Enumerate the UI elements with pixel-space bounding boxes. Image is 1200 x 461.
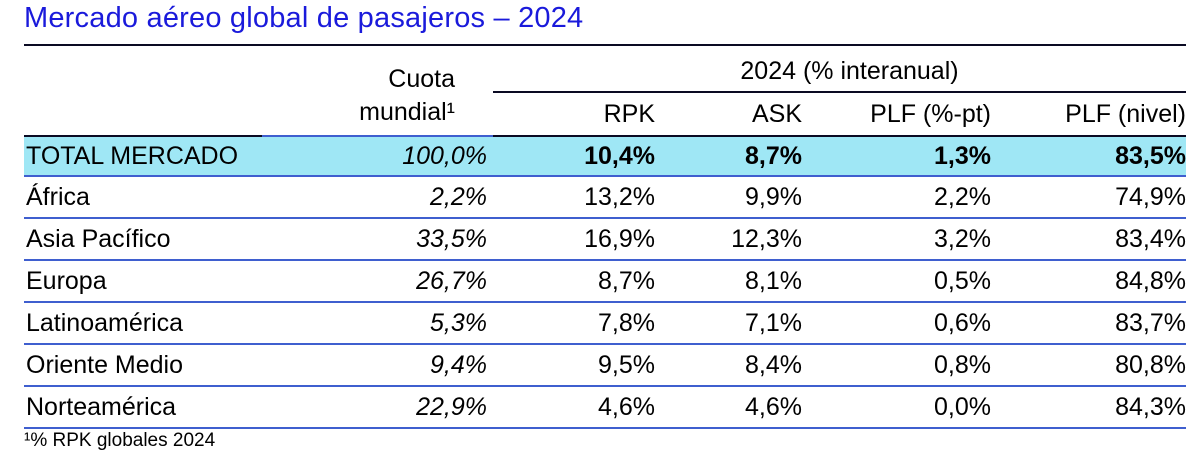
region-name: Asia Pacífico [24,218,262,261]
ask-value: 12,3% [659,218,806,261]
plf-level-value: 74,9% [995,176,1187,219]
plf-level-value: 80,8% [995,344,1187,387]
rpk-value: 4,6% [493,386,659,429]
region-name: Norteamérica [24,386,262,429]
header-empty-cell [24,92,262,137]
column-header-rpk: RPK [493,92,659,137]
plf-level-value: 83,4% [995,218,1187,261]
year-group-header: 2024 (% interanual) [493,51,1187,93]
world-share-value: 33,5% [262,218,493,261]
ask-value: 9,9% [659,176,806,219]
world-share-header-line2: mundial¹ [359,98,455,126]
world-share-value: 2,2% [262,176,493,219]
world-share-value: 22,9% [262,386,493,429]
table-row: Asia Pacífico 33,5% 16,9% 12,3% 3,2% 83,… [24,218,1187,261]
column-header-plf-level: PLF (nivel) [995,92,1187,137]
rpk-value: 7,8% [493,302,659,345]
plf-level-value: 84,3% [995,386,1187,429]
column-header-plf-pt: PLF (%-pt) [806,92,995,137]
region-name: Latinoamérica [24,302,262,345]
region-name: Europa [24,260,262,303]
region-name: Oriente Medio [24,344,262,387]
world-share-value: 26,7% [262,260,493,303]
header-row-columns: RPK ASK PLF (%-pt) PLF (nivel) [24,92,1187,137]
plf-level-value: 83,5% [995,135,1187,177]
column-header-ask: ASK [659,92,806,137]
ask-value: 8,7% [659,135,806,177]
rpk-value: 13,2% [493,176,659,219]
plf-pt-value: 1,3% [806,135,995,177]
world-share-header-line1: Cuota [388,65,455,93]
table-row-total: TOTAL MERCADO 100,0% 10,4% 8,7% 1,3% 83,… [24,135,1187,177]
table-row: Oriente Medio 9,4% 9,5% 8,4% 0,8% 80,8% [24,344,1187,387]
plf-level-value: 84,8% [995,260,1187,303]
world-share-value: 100,0% [262,135,493,177]
world-share-value: 5,3% [262,302,493,345]
header-empty-cell [24,51,262,92]
table-row: Norteamérica 22,9% 4,6% 4,6% 0,0% 84,3% [24,386,1187,429]
plf-level-value: 83,7% [995,302,1187,345]
ask-value: 8,4% [659,344,806,387]
rpk-value: 16,9% [493,218,659,261]
region-name: TOTAL MERCADO [24,135,262,177]
footnote: ¹% RPK globales 2024 [24,430,216,451]
rpk-value: 9,5% [493,344,659,387]
world-share-header: Cuota mundial¹ [262,51,493,136]
plf-pt-value: 2,2% [806,176,995,219]
table-row: Latinoamérica 5,3% 7,8% 7,1% 0,6% 83,7% [24,302,1187,345]
plf-pt-value: 3,2% [806,218,995,261]
region-name: África [24,176,262,219]
passenger-market-table: Cuota mundial¹ 2024 (% interanual) RPK A… [24,51,1187,429]
ask-value: 7,1% [659,302,806,345]
ask-value: 8,1% [659,260,806,303]
table-row: Europa 26,7% 8,7% 8,1% 0,5% 84,8% [24,260,1187,303]
table-row: África 2,2% 13,2% 9,9% 2,2% 74,9% [24,176,1187,219]
plf-pt-value: 0,8% [806,344,995,387]
plf-pt-value: 0,0% [806,386,995,429]
header-row-top: Cuota mundial¹ 2024 (% interanual) [24,51,1187,126]
ask-value: 4,6% [659,386,806,429]
rpk-value: 8,7% [493,260,659,303]
rpk-value: 10,4% [493,135,659,177]
title-divider [24,44,1186,46]
world-share-value: 9,4% [262,344,493,387]
plf-pt-value: 0,6% [806,302,995,345]
plf-pt-value: 0,5% [806,260,995,303]
page-title: Mercado aéreo global de pasajeros – 2024 [24,2,584,34]
